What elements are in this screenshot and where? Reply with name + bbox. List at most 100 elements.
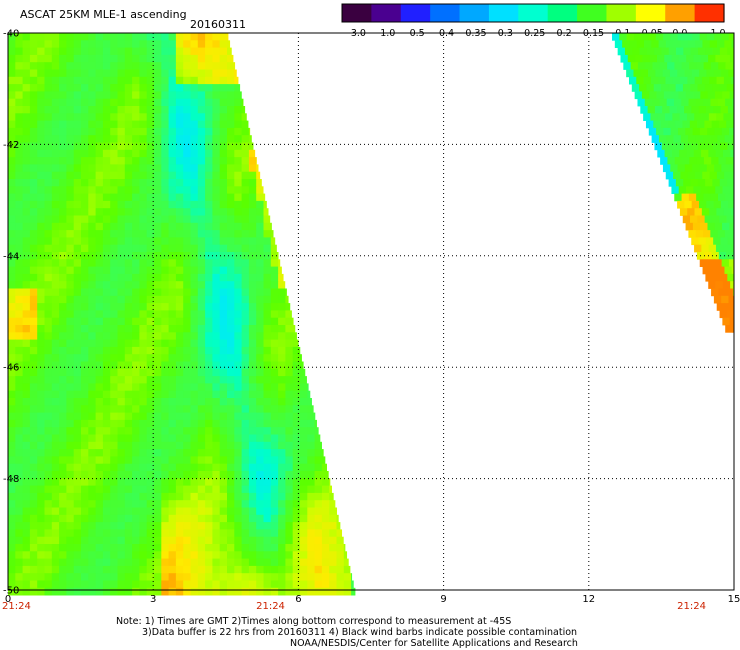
swath-cell [15, 551, 23, 559]
swath-cell [139, 376, 148, 384]
swath-cell [732, 230, 735, 238]
swath-cell [37, 76, 45, 85]
swath-cell [168, 113, 177, 121]
swath-cell [183, 398, 191, 406]
swath-cell [175, 222, 184, 231]
swath-cell [634, 91, 643, 100]
swath-cell [175, 76, 184, 85]
swath-cell [227, 106, 235, 114]
swath-cell [22, 84, 31, 92]
swath-cell [256, 456, 264, 465]
swath-cell [73, 405, 82, 413]
swath-cell [95, 529, 104, 538]
swath-cell [693, 149, 702, 158]
swath-cell [95, 471, 104, 479]
swath-cell [248, 127, 251, 136]
swath-cell [81, 222, 89, 231]
swath-cell [154, 456, 162, 465]
swath-cell [679, 149, 687, 158]
swath-cell [241, 230, 250, 238]
swath-cell [73, 142, 82, 151]
swath-cell [219, 441, 228, 450]
x-tick-label: 6 [295, 594, 301, 605]
swath-cell [665, 113, 673, 121]
swath-cell [139, 485, 148, 494]
swath-cell [292, 500, 301, 508]
swath-cell [270, 536, 279, 545]
swath-cell [146, 536, 155, 545]
swath-cell [719, 310, 728, 319]
swath-cell [117, 76, 126, 85]
swath-cell [124, 259, 133, 267]
swath-cell [227, 551, 235, 559]
swath-cell [51, 376, 60, 384]
swath-cell [219, 193, 228, 202]
swath-cell [197, 456, 206, 465]
swath-cell [146, 427, 155, 435]
swath-cell [219, 142, 228, 151]
swath-cell [707, 91, 716, 100]
swath-cell [146, 237, 155, 246]
swath-cell [124, 419, 133, 428]
swath-cell [633, 33, 642, 41]
swath-cell [15, 536, 23, 545]
swath-cell [146, 91, 155, 100]
swath-cell [227, 492, 235, 501]
swath-cell [117, 587, 126, 596]
swath-cell [44, 222, 53, 231]
swath-cell [154, 522, 162, 530]
swath-cell [307, 551, 315, 559]
swath-cell [183, 485, 191, 494]
swath-cell [110, 33, 118, 41]
swath-cell [139, 361, 148, 370]
swath-cell [132, 419, 140, 428]
swath-cell [278, 558, 286, 567]
swath-cell [227, 127, 235, 136]
swath-cell [73, 522, 82, 530]
swath-cell [197, 84, 206, 92]
swath-cell [117, 339, 126, 348]
swath-cell [110, 149, 118, 158]
swath-cell [649, 91, 657, 100]
swath-cell [701, 208, 710, 216]
swath-cell [234, 471, 242, 479]
swath-cell [714, 222, 723, 231]
swath-cell [639, 84, 647, 92]
swath-cell [81, 427, 89, 435]
swath-cell [248, 463, 257, 472]
swath-cell [227, 281, 235, 289]
swath-cell [161, 419, 169, 428]
swath-cell [81, 573, 89, 581]
swath-cell [81, 580, 89, 589]
swath-cell [667, 62, 675, 70]
swath-cell [183, 339, 191, 348]
swath-cell [183, 529, 191, 538]
swath-cell [256, 551, 264, 559]
y-tick-label: -50 [3, 586, 19, 597]
swath-cell [285, 500, 294, 508]
swath-cell [37, 471, 45, 479]
swath-cell [161, 361, 169, 370]
swath-cell [95, 398, 104, 406]
swath-cell [139, 200, 148, 209]
swath-cell [154, 427, 162, 435]
swath-cell [117, 427, 126, 435]
swath-cell [110, 361, 118, 370]
swath-cell [37, 573, 45, 581]
swath-cell [88, 230, 96, 238]
swath-cell [329, 544, 337, 552]
swath-cell [154, 200, 162, 209]
swath-cell [263, 376, 272, 384]
swath-cell [168, 281, 177, 289]
swath-cell [37, 33, 45, 41]
swath-cell [256, 514, 264, 523]
swath-cell [73, 244, 82, 253]
swath-cell [51, 244, 60, 253]
swath-cell [8, 514, 16, 523]
swath-cell [689, 157, 698, 165]
swath-cell [95, 244, 104, 253]
swath-cell [702, 135, 711, 143]
swath-cell [110, 551, 118, 559]
swath-cell [88, 427, 96, 435]
swath-cell [321, 485, 330, 494]
